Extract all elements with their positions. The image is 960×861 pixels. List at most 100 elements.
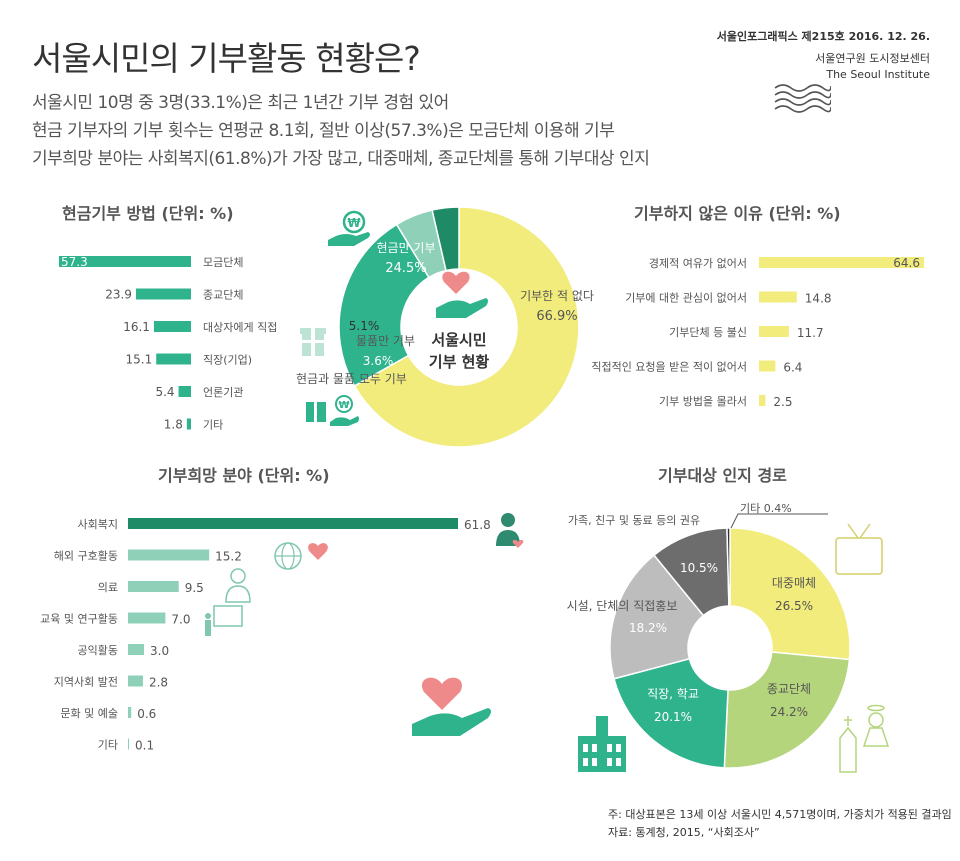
bar-reason-기부-방법을-몰라서 [759,395,766,406]
angel-icon [862,704,890,747]
category-label-reason-직접적인-요청을-받은-적이-없어서: 직접적인 요청을 받은 적이 없어서 [591,361,747,374]
category-label-cash-대상자에게-직접: 대상자에게 직접 [203,321,277,334]
category-label-cash-종교단체: 종교단체 [203,289,243,302]
value-label-field-해외-구호활동: 15.2 [215,550,242,564]
slice-value-facility: 18.2% [629,621,667,635]
category-label-cash-언론기관: 언론기관 [203,386,243,399]
slice-label-work-school: 직장, 학교 [647,687,699,701]
bar-cash-모금단체 [59,256,191,267]
value-label-field-문화-및-예술: 0.6 [137,707,156,721]
slice-value-work-school: 20.1% [654,710,692,724]
donation-status-donut: 기부한 적 없다 66.9% 현금만 기부 24.5% 5.1%물품만 기부 3.6% 현금… [296,206,594,448]
category-label-reason-경제적-여유가-없어서: 경제적 여유가 없어서 [649,257,747,270]
slice-value-mass-media: 26.5% [775,599,813,613]
value-label-cash-모금단체: 57.3 [61,255,88,269]
bar-field-의료 [128,581,179,592]
category-label-cash-모금단체: 모금단체 [203,256,243,269]
gift-icon [300,328,326,356]
value-label-cash-종교단체: 23.9 [105,288,132,302]
slice-value-cash-only: 24.5% [385,261,426,276]
value-label-reason-경제적-여유가-없어서: 64.6 [893,256,920,270]
bar-field-사회복지 [128,518,458,529]
church-icon [839,716,857,773]
slice-label-other: 기타 0.4% [740,502,792,515]
value-label-reason-직접적인-요청을-받은-적이-없어서: 6.4 [783,361,802,375]
value-label-reason-기부-방법을-몰라서: 2.5 [773,395,792,409]
value-label-field-공익활동: 3.0 [150,644,169,658]
recognition-path-title: 기부대상 인지 경로 [658,466,787,485]
category-label-reason-기부에-대한-관심이-없어서: 기부에 대한 관심이 없어서 [625,292,747,305]
center-label-line-2: 기부 현황 [429,353,490,371]
bar-cash-기타 [186,418,191,430]
category-label-cash-기타: 기타 [203,419,223,432]
bar-cash-직장-기업- [156,353,191,365]
gift-coin-hand-icon: ₩ [306,395,359,426]
category-label-reason-기부단체-등-불신: 기부단체 등 불신 [669,326,747,339]
hand-heart-icon [436,271,488,318]
value-label-reason-기부에-대한-관심이-없어서: 14.8 [805,292,832,306]
bar-reason-기부단체-등-불신 [759,326,789,337]
subtitle-line-2: 현금 기부자의 기부 횟수는 연평균 8.1회, 절반 이상(57.3%)은 모… [32,121,615,141]
coin-hand-icon: ₩ [328,210,370,246]
slice-label-religious: 종교단체 [767,682,811,696]
bar-field-기타 [128,738,129,750]
bar-field-공익활동 [128,644,145,655]
bar-field-지역사회-발전 [128,675,143,687]
slice-label-facility: 시설, 단체의 직접홍보 [567,599,678,613]
large-hand-heart-icon [412,677,491,736]
no-donation-reason-chart: 경제적 여유가 없어서 64.6 기부에 대한 관심이 없어서 14.8 기부단체 등 … [591,256,924,409]
bar-reason-경제적-여유가-없어서 [759,257,924,268]
desired-field-title: 기부희망 분야 (단위: %) [158,466,330,485]
category-label-field-교육-및-연구활동: 교육 및 연구활동 [40,612,118,626]
slice-label-cash-only: 현금만 기부 [376,241,435,255]
subtitle-line-3: 기부희망 분야는 사회복지(61.8%)가 가장 많고, 대중매체, 종교단체를… [32,149,650,169]
desired-field-chart: 사회복지 61.8 해외 구호활동 15.2 의료 9.5 교육 및 연구활동 7.0 공익활동… [40,518,491,753]
value-label-cash-대상자에게-직접: 16.1 [123,320,150,334]
category-label-reason-기부-방법을-몰라서: 기부 방법을 몰라서 [659,395,747,408]
cash-method-chart: 57.3 모금단체 23.9 종교단체 16.1 대상자에게 직접 15.1 직장(기업) 5.… [59,255,277,432]
recognition-path-donut: 대중매체 26.5% 종교단체 24.2% 직장, 학교 20.1% 시설, 단체의 직접홍… [567,502,851,769]
value-label-field-의료: 9.5 [185,581,204,595]
slice-label-goods-only: 물품만 기부 [356,334,415,348]
donut-hole [688,606,772,690]
value-label-field-기타: 0.1 [135,739,154,753]
leader-line-other [730,513,828,529]
person-heart-icon [496,513,524,548]
category-label-field-해외-구호활동: 해외 구호활동 [54,549,118,563]
bar-field-교육-및-연구활동 [128,612,166,624]
page-title: 서울시민의 기부활동 현황은? [32,39,421,78]
donut-hole [401,269,517,385]
slice-label-family: 가족, 친구 및 동료 등의 권유 [568,514,700,527]
value-label-field-사회복지: 61.8 [464,518,491,532]
category-label-field-문화-및-예술: 문화 및 예술 [60,707,118,720]
bar-reason-직접적인-요청을-받은-적이-없어서 [759,360,776,372]
slice-label-no-donation: 기부한 적 없다 [520,289,594,303]
no-donation-reason-title: 기부하지 않은 이유 (단위: %) [634,204,841,223]
cash-method-title: 현금기부 방법 (단위: %) [62,204,234,223]
value-label-cash-기타: 1.8 [164,418,183,432]
slice-현금만-기부 [338,223,430,387]
org-name-en: The Seoul Institute [826,68,930,81]
bar-cash-언론기관 [178,386,191,397]
slice-label-mass-media: 대중매체 [772,576,816,590]
category-label-cash-직장-기업-: 직장(기업) [203,354,252,367]
bar-field-문화-및-예술 [128,707,132,718]
svg-text:₩: ₩ [338,400,349,411]
doctor-icon [225,568,251,603]
category-label-field-사회복지: 사회복지 [78,518,118,531]
value-label-cash-언론기관: 5.4 [155,385,174,399]
svg-text:₩: ₩ [347,216,361,230]
school-building-icon [578,716,626,772]
publisher-block: 서울인포그래픽스 제215호 2016. 12. 26. 서울연구원 도시정보센… [717,28,930,81]
tv-icon [835,523,883,575]
bar-reason-기부에-대한-관심이-없어서 [759,291,797,303]
value-label-cash-직장-기업-: 15.1 [125,353,152,367]
globe-heart-icon [274,542,328,570]
slice-label-both: 현금과 물품 모두 기부 [296,372,407,386]
slice-value-no-donation: 66.9% [536,309,577,324]
bar-field-해외-구호활동 [128,549,210,561]
slice-value-family: 10.5% [680,561,718,575]
value-label-reason-기부단체-등-불신: 11.7 [797,326,824,340]
